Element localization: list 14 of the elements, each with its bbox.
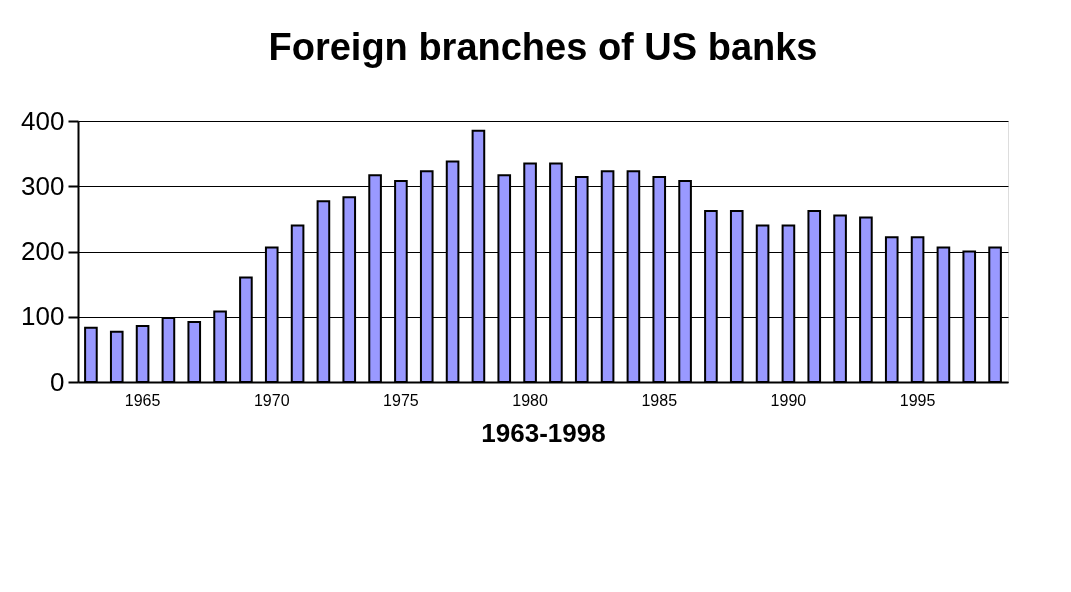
x-tick-label: 1985 <box>641 391 678 409</box>
x-axis-title: 1963-1998 <box>481 417 606 448</box>
y-tick-label: 0 <box>50 366 65 397</box>
x-tick-label: 1980 <box>512 391 548 409</box>
y-tick-label: 200 <box>21 236 65 266</box>
y-tick-label: 300 <box>21 170 65 201</box>
chart-title: Foreign branches of US banks <box>268 26 818 68</box>
x-tick-label: 1990 <box>770 391 807 409</box>
x-tick-label: 1965 <box>124 391 161 409</box>
y-tick-label: 100 <box>21 301 65 332</box>
x-tick-label: 1970 <box>253 391 290 409</box>
y-tick-label: 400 <box>21 105 65 136</box>
x-tick-label: 1995 <box>899 391 936 409</box>
x-tick-label: 1975 <box>383 391 419 409</box>
